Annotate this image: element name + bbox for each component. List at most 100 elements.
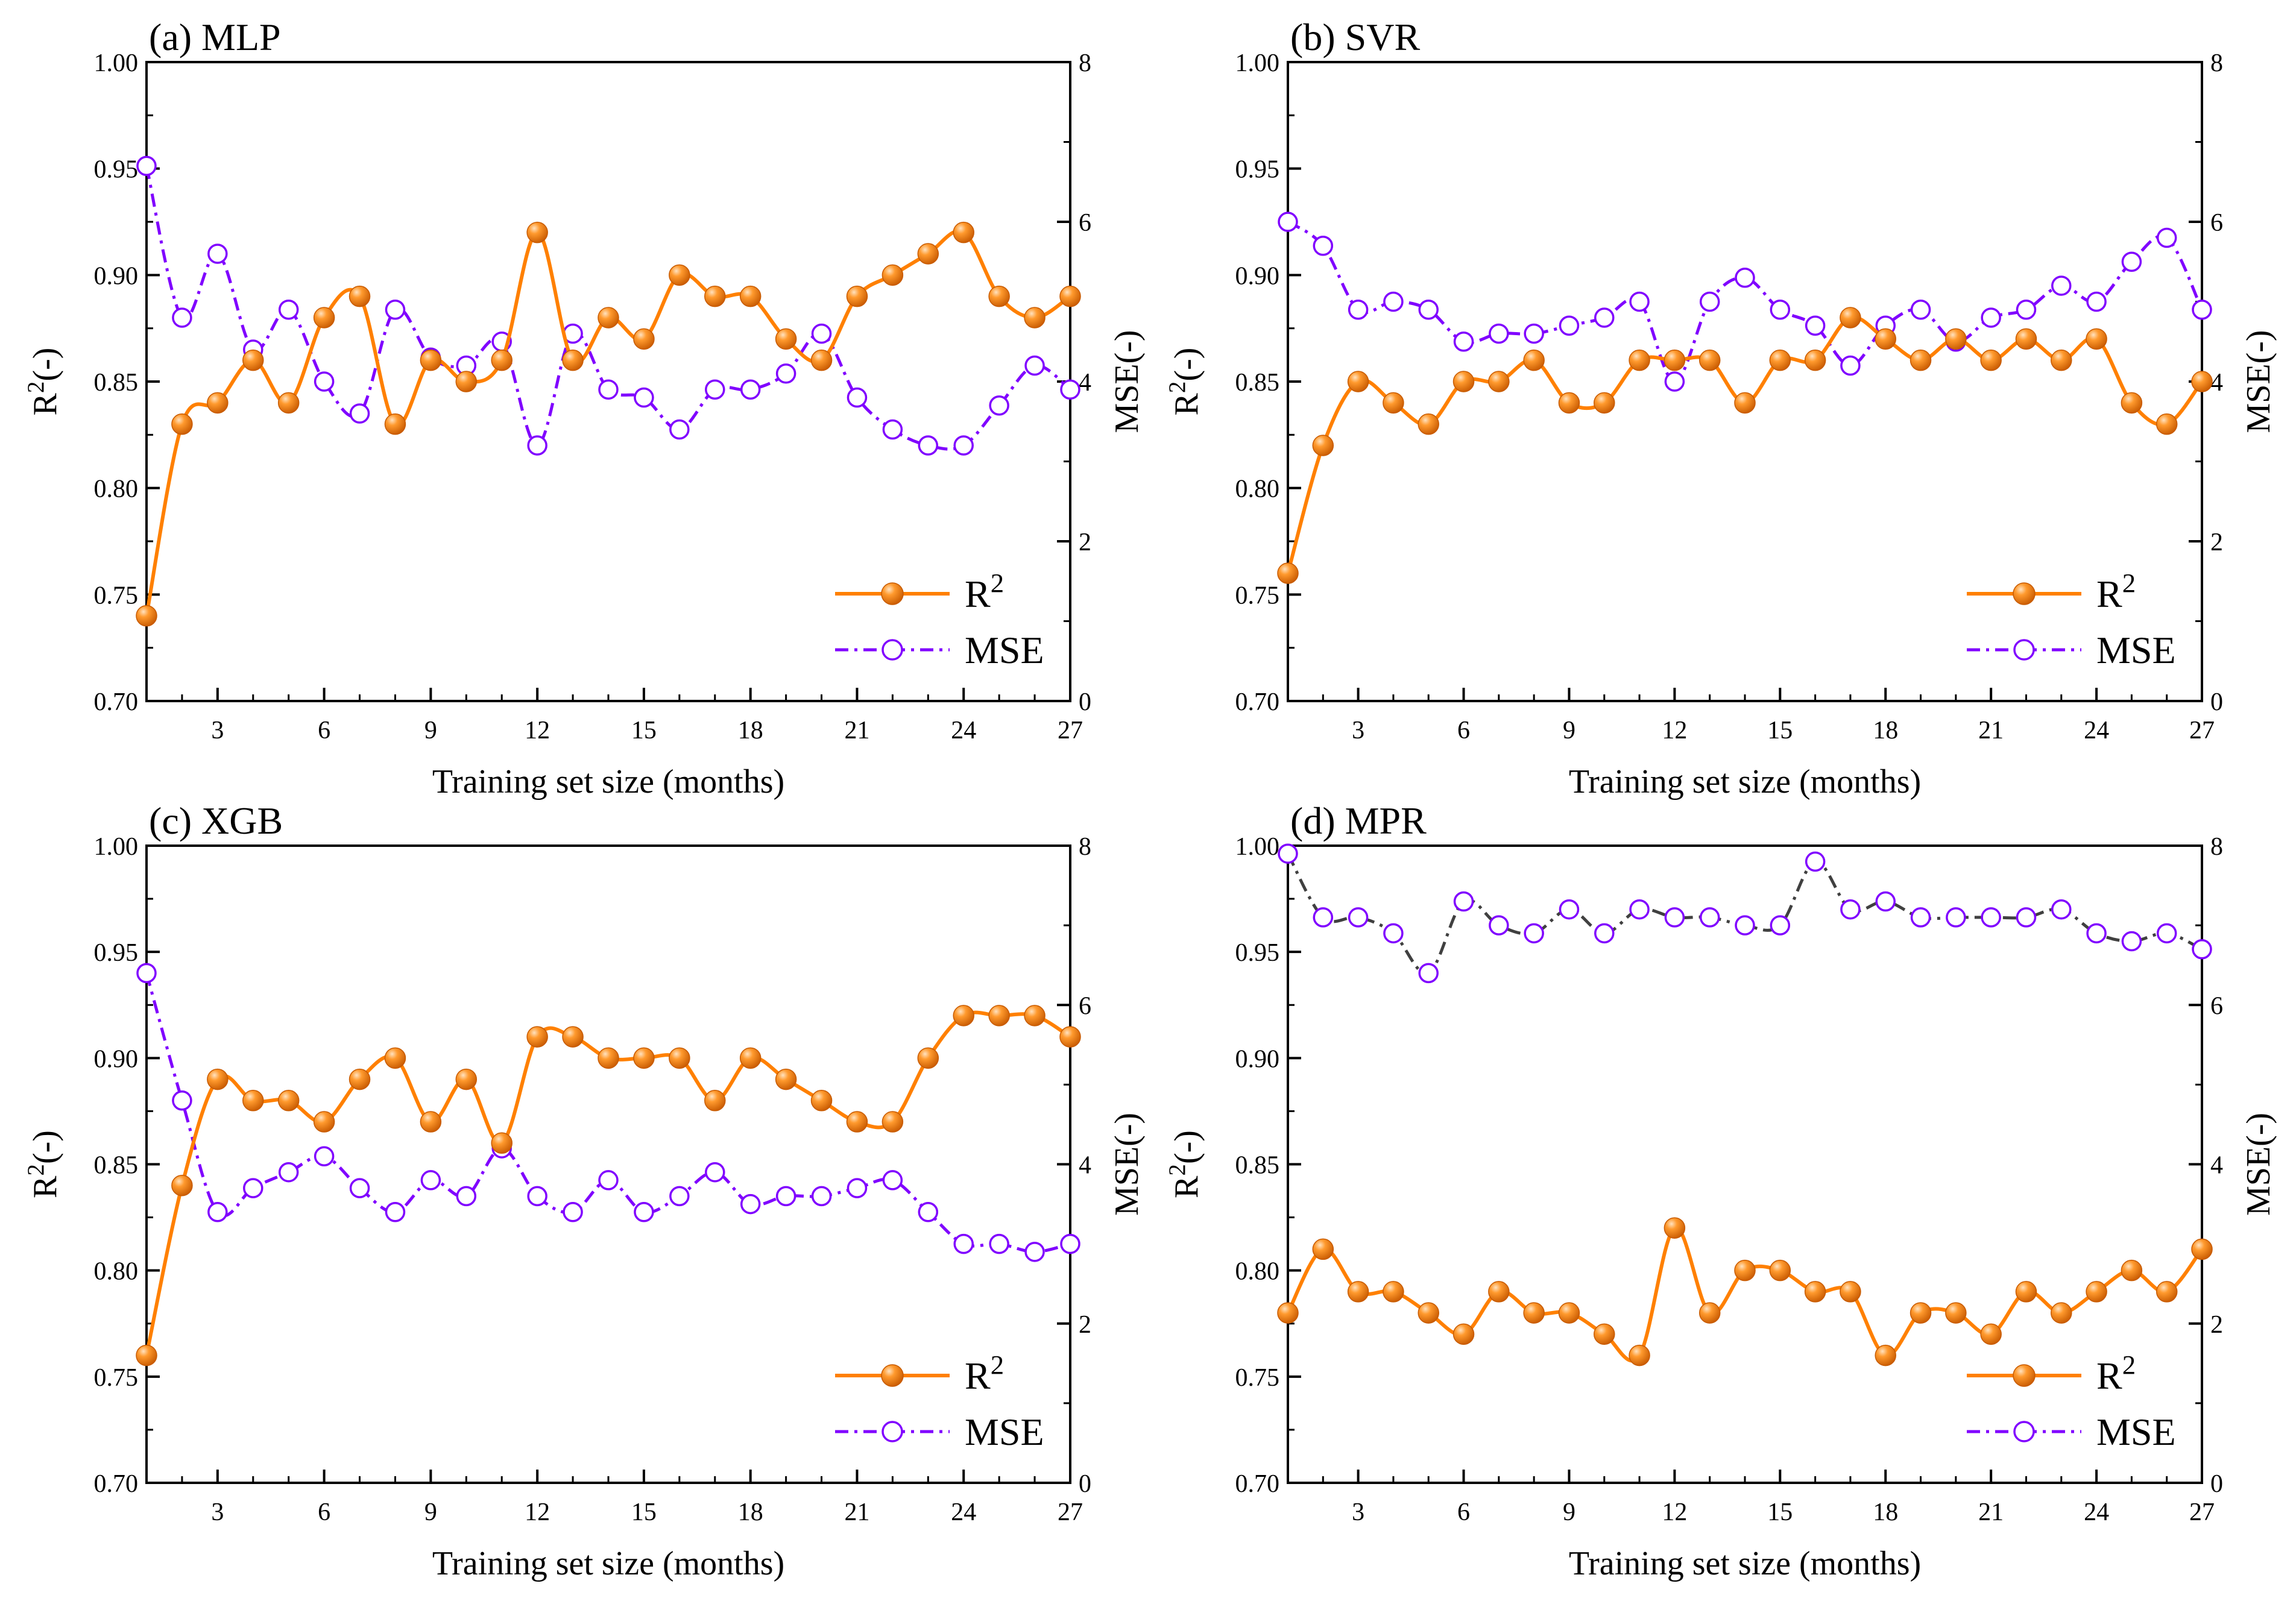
mse-point [598, 379, 619, 400]
r2-point [1347, 1281, 1369, 1303]
y-left-tick-label: 1.00 [1235, 49, 1280, 77]
r2-point [1059, 285, 1081, 307]
y-right-tick-label: 0 [2210, 688, 2223, 716]
mse-point [2156, 227, 2177, 248]
mse-point [207, 1202, 228, 1222]
y-left-tick-label: 0.95 [94, 939, 139, 967]
mse-point [918, 435, 939, 456]
r2-point [1945, 1302, 1967, 1324]
r2-point [348, 1068, 371, 1090]
mse-point [1278, 843, 1298, 864]
y-left-tick-label: 0.70 [94, 688, 139, 716]
x-tick-label: 3 [1352, 1499, 1364, 1526]
mse-point [1383, 291, 1404, 312]
y-left-tick-label: 0.80 [1235, 476, 1280, 503]
x-tick-label: 27 [2189, 717, 2215, 744]
x-tick-label: 21 [1978, 717, 2004, 744]
r2-point [633, 1047, 655, 1069]
mse-point [172, 1090, 192, 1111]
x-tick-label: 9 [1563, 1499, 1575, 1526]
r2-point [1664, 349, 1686, 371]
mse-point [1024, 355, 1045, 376]
y-right-axis-title: MSE(-) [1108, 330, 1146, 433]
r2-point [136, 605, 157, 627]
legend-mse-label: MSE [965, 1410, 1044, 1453]
mse-point [1524, 323, 1544, 344]
x-tick-label: 3 [1352, 717, 1364, 744]
r2-point [562, 349, 584, 371]
r2-point [1418, 413, 1439, 435]
x-axis-title: Training set size (months) [1569, 1545, 1921, 1582]
r2-point [775, 328, 797, 350]
r2-point [1698, 1302, 1721, 1324]
chart-panel-4: 3 6 9 12 15 18 21 24 270.700.750.800.850.900.951… [1164, 799, 2278, 1582]
mse-point [1735, 268, 1755, 288]
r2-point [2051, 349, 2072, 371]
mse-point [953, 435, 974, 456]
chart-panel-3: 3 6 9 12 15 18 21 24 270.700.750.800.850.900.951… [23, 799, 1146, 1582]
mse-point [989, 1233, 1009, 1254]
y-right-tick-label: 8 [1079, 49, 1091, 77]
r2-point [704, 1090, 726, 1112]
y-right-tick-label: 4 [1079, 369, 1091, 397]
mse-point [1383, 923, 1404, 944]
y-left-tick-label: 0.75 [1235, 582, 1280, 609]
y-left-axis-title: R2(-) [23, 1130, 65, 1198]
mse-point [1453, 891, 1474, 912]
y-right-axis-title: MSE(-) [2240, 330, 2277, 433]
legend: R2 MSE [835, 1350, 1044, 1453]
r2-point [1875, 1344, 1896, 1366]
legend-mse-marker [2013, 1421, 2035, 1442]
r2-point [2191, 371, 2213, 392]
mse-point [1418, 963, 1439, 984]
legend-r2-marker [881, 582, 904, 605]
legend-r2-marker [2013, 582, 2036, 605]
r2-point [455, 1068, 478, 1090]
r2-point [598, 307, 619, 329]
chart-panel-2: 3 6 9 12 15 18 21 24 270.700.750.800.850.900.951… [1164, 16, 2278, 800]
y-right-tick-label: 0 [1079, 688, 1091, 716]
r2-point [669, 264, 690, 286]
mse-point [1060, 1233, 1080, 1254]
y-left-tick-label: 0.75 [1235, 1364, 1280, 1392]
mse-point [349, 403, 370, 424]
legend-mse-label: MSE [2096, 629, 2176, 671]
r2-point [988, 285, 1010, 307]
r2-point [1875, 328, 1896, 350]
mse-point [1770, 300, 1791, 320]
mse-point [1629, 899, 1650, 920]
mse-point [847, 1178, 868, 1198]
r2-point [2121, 1259, 2143, 1282]
y-right-tick-label: 4 [2210, 1152, 2223, 1180]
x-tick-label: 24 [951, 717, 976, 744]
r2-point [1980, 349, 2002, 371]
mse-point [278, 1162, 299, 1183]
r2-point [1059, 1026, 1081, 1048]
y-right-tick-label: 6 [2210, 992, 2223, 1020]
r2-point [810, 349, 833, 371]
r2-point [277, 1090, 300, 1112]
y-right-tick-label: 6 [1079, 992, 1091, 1020]
x-tick-label: 21 [1978, 1499, 2004, 1526]
r2-point [882, 1111, 904, 1133]
r2-point [1734, 1259, 1756, 1282]
y-right-tick-label: 6 [2210, 209, 2223, 237]
r2-point [2086, 1281, 2107, 1303]
mse-point [207, 244, 228, 264]
y-left-tick-label: 0.80 [94, 1258, 139, 1286]
x-tick-label: 15 [631, 717, 657, 744]
r2-point [1024, 307, 1046, 329]
x-tick-label: 18 [738, 1499, 763, 1526]
mse-point [1699, 291, 1720, 312]
y-left-tick-label: 0.90 [94, 262, 139, 290]
r2-point [1910, 349, 1932, 371]
mse-point [1060, 379, 1080, 400]
r2-point [242, 349, 264, 371]
y-right-tick-label: 8 [2210, 833, 2223, 861]
r2-point [2156, 413, 2178, 435]
mse-point [1594, 923, 1615, 944]
y-right-tick-label: 0 [2210, 1470, 2223, 1498]
r2-point [1840, 307, 1861, 329]
r2-point [953, 1005, 974, 1027]
r2-point [1312, 1238, 1334, 1260]
